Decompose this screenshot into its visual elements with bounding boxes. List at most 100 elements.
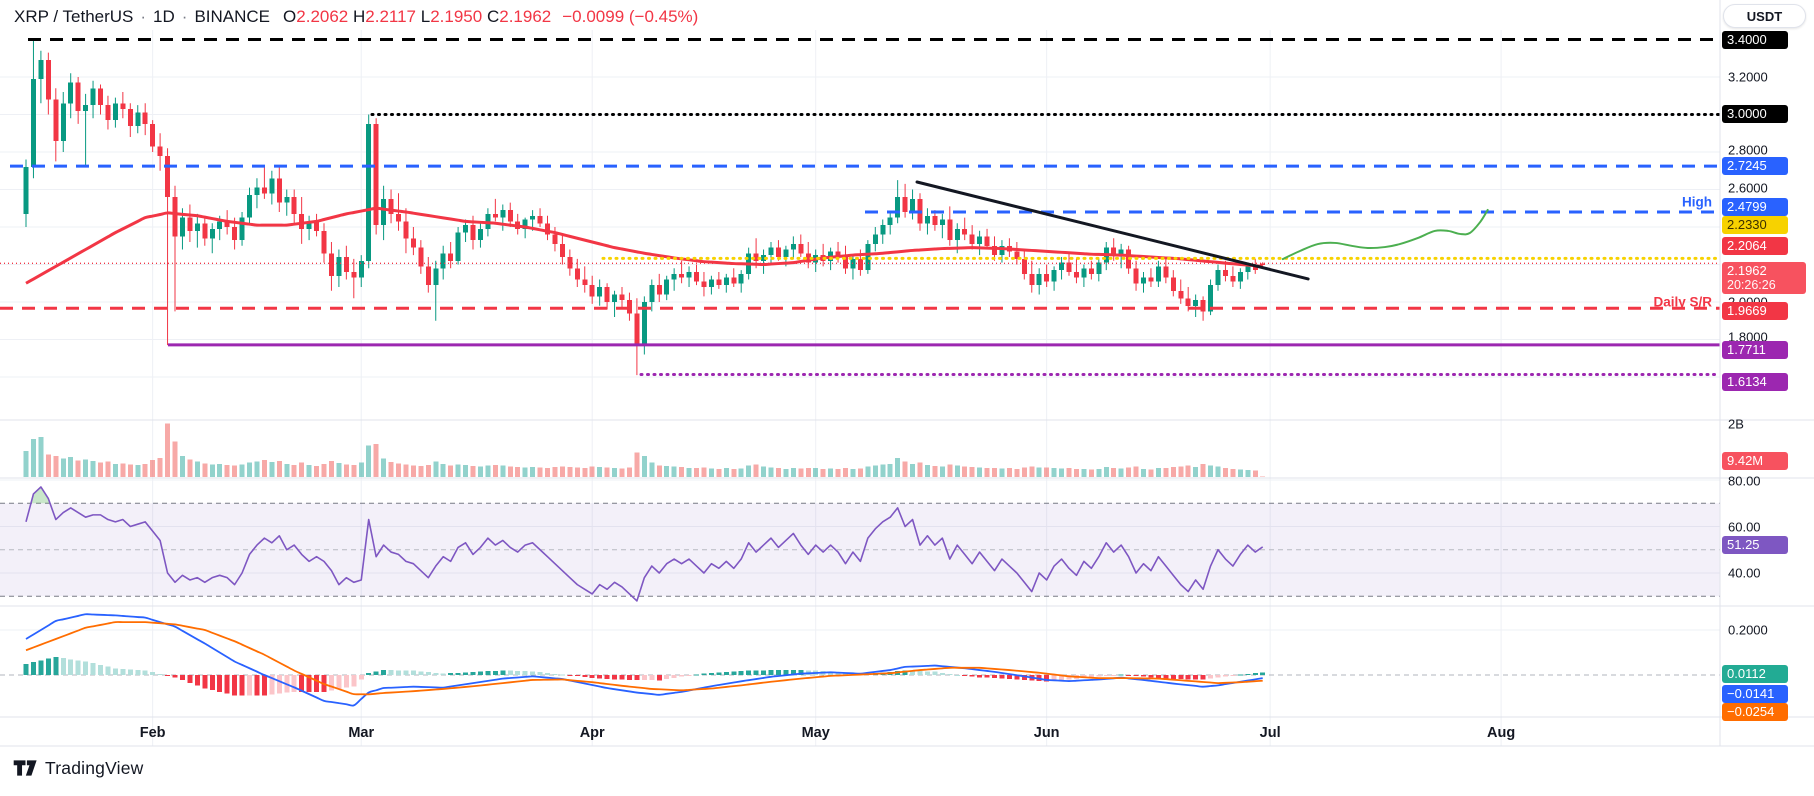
macd-histogram-bar [582, 675, 588, 678]
symbol-title[interactable]: XRP / TetherUS [14, 7, 134, 26]
volume-bar [433, 461, 439, 477]
macd-histogram-bar [1088, 675, 1094, 678]
candle-body [887, 217, 893, 226]
candle-body [194, 223, 200, 231]
price-level-label: 2.2064 [1722, 237, 1788, 255]
candle-body [649, 285, 655, 302]
candle-body [60, 103, 66, 141]
volume-bar [932, 466, 938, 477]
interval-label[interactable]: 1D [153, 7, 175, 26]
volume-bar [1178, 466, 1184, 477]
macd-histogram-bar [1111, 675, 1117, 676]
candle-body [798, 243, 804, 254]
candle-body [90, 88, 96, 106]
candle-body [239, 217, 245, 241]
macd-histogram-bar [530, 671, 536, 675]
price-level-label: 1.7711 [1722, 341, 1788, 359]
volume-bar [1118, 468, 1124, 477]
candle-body [775, 247, 781, 257]
volume-bar [1059, 468, 1065, 477]
volume-bar [314, 466, 320, 477]
macd-histogram-bar [38, 660, 44, 675]
candle-body [1014, 251, 1020, 259]
macd-histogram-bar [403, 670, 409, 675]
candle-body [731, 277, 737, 284]
macd-histogram-bar [731, 671, 737, 675]
candle-body [30, 78, 36, 167]
macd-histogram-bar [977, 675, 983, 678]
volume-bar [150, 459, 156, 477]
price-level-label: 1.6134 [1722, 373, 1788, 391]
rsi-overbought-fill [30, 486, 51, 504]
volume-bar [917, 462, 923, 477]
macd-histogram-bar [515, 670, 521, 675]
volume-bar [336, 462, 342, 477]
candle-body [23, 167, 29, 214]
candle-body [612, 294, 618, 302]
currency-toggle-button[interactable]: USDT [1723, 4, 1806, 28]
volume-bar [477, 466, 483, 477]
candle-body [589, 285, 595, 297]
candle-body [835, 251, 841, 257]
macd-histogram-bar [247, 675, 252, 696]
macd-histogram-bar [470, 671, 476, 675]
macd-histogram-bar [626, 675, 632, 680]
volume-bar [209, 464, 215, 477]
macd-histogram-bar [440, 673, 446, 675]
candle-body [254, 187, 260, 196]
candle-body [1096, 262, 1102, 274]
macd-histogram-bar [388, 670, 394, 675]
volume-bar [679, 467, 685, 477]
volume-bar [843, 468, 848, 477]
volume-bar [574, 467, 580, 477]
macd-histogram-bar [1178, 675, 1184, 680]
volume-bar [567, 466, 573, 477]
candle-body [597, 287, 603, 297]
candle-body [105, 105, 111, 121]
tradingview-logo[interactable]: TradingView [13, 757, 144, 779]
x-axis-month-label: Jun [1033, 725, 1060, 741]
time-axis[interactable]: Feb Mar Apr May Jun Jul Aug [0, 717, 1720, 746]
volume-bar [1126, 467, 1132, 477]
volume-bar [224, 465, 230, 477]
volume-bar [38, 437, 44, 477]
candle-body [276, 178, 282, 203]
price-tick: 80.00 [1728, 473, 1761, 489]
candle-body [1051, 270, 1057, 282]
volume-bar [30, 439, 36, 477]
macd-histogram-bar [619, 675, 625, 680]
volume-bar [828, 468, 834, 477]
candle-body [418, 247, 424, 267]
volume-bar [1215, 466, 1221, 477]
volume-bar [440, 463, 446, 477]
macd-histogram-bar [336, 675, 342, 690]
volume-bar [142, 464, 148, 477]
candle-body [299, 213, 305, 229]
candle-body [477, 228, 483, 241]
price-axis[interactable]: 3.20002.80002.60002.00001.80002B80.0060.… [1720, 0, 1814, 746]
ma-line [25, 206, 1263, 285]
macd-histogram-bar [1051, 675, 1057, 681]
candle-body [209, 228, 215, 239]
volume-bar [649, 462, 655, 477]
macd-histogram-bar [418, 671, 424, 675]
volume-bar [1148, 469, 1154, 477]
candle-body [1066, 262, 1072, 272]
indicator-value-label: 51.25 [1722, 536, 1788, 554]
macd-histogram-bar [1200, 675, 1206, 680]
macd-histogram-bar [984, 675, 990, 678]
volume-bar [626, 467, 632, 477]
macd-histogram-bar [1133, 675, 1139, 676]
candle-body [723, 277, 729, 286]
volume-bar [872, 465, 878, 477]
candle-body [98, 88, 103, 106]
candle-body [150, 123, 156, 147]
candle-body [157, 146, 163, 156]
candle-body [969, 234, 975, 244]
candle-body [604, 287, 610, 302]
candle-body [336, 257, 342, 276]
macd-histogram-bar [1096, 675, 1102, 677]
macd-histogram-bar [939, 672, 945, 675]
macd-histogram-bar [254, 675, 260, 696]
